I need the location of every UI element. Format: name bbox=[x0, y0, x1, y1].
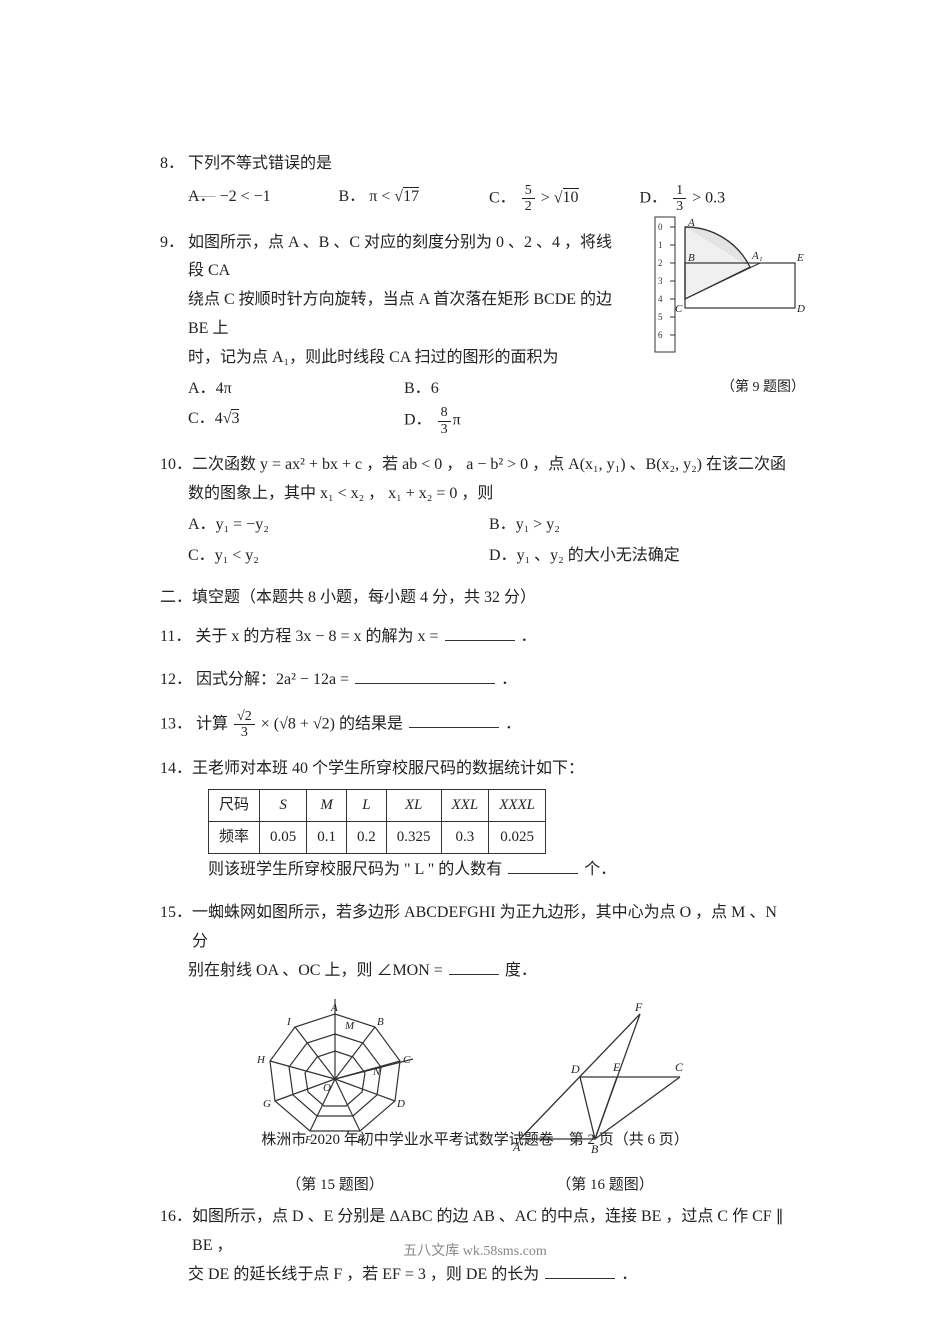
figure-15-caption: （第 15 题图） bbox=[245, 1172, 425, 1199]
question-10: 10． 二次函数 y = ax² + bx + c ，若 ab < 0 ， a … bbox=[160, 451, 790, 570]
figure-16-caption: （第 16 题图） bbox=[505, 1172, 705, 1199]
svg-text:E: E bbox=[796, 252, 804, 264]
q9-option-d: D． 83π bbox=[404, 405, 620, 437]
q14-stem: 王老师对本班 40 个学生所穿校服尺码的数据统计如下： bbox=[192, 755, 790, 784]
svg-text:C: C bbox=[403, 1054, 411, 1066]
q16-number: 16． bbox=[160, 1203, 192, 1232]
svg-text:A: A bbox=[330, 1002, 338, 1014]
svg-text:A₁: A₁ bbox=[751, 250, 763, 262]
q12-stem: 因式分解：2a² − 12a = bbox=[196, 671, 353, 688]
svg-text:B: B bbox=[377, 1016, 384, 1028]
question-8: 8． 下列不等式错误的是 A． −2 < −1 B． π < √17 C． 52… bbox=[160, 150, 790, 215]
figure-9: 012 3456 A B C D E A₁ （第 9 题图） bbox=[650, 212, 805, 362]
page-footer: 株洲市 2020 年初中学业水平考试数学试题卷 第 2 页（共 6 页） bbox=[0, 1127, 950, 1154]
q11-blank bbox=[445, 625, 515, 641]
svg-text:A: A bbox=[687, 217, 695, 229]
q8-option-b: B． π < √17 bbox=[339, 183, 490, 215]
q11-stem: 关于 x 的方程 3x − 8 = x 的解为 x = bbox=[195, 628, 442, 645]
q8-option-c: C． 52 > √10 bbox=[489, 183, 640, 215]
q16-line2-pre: 交 DE 的延长线于点 F ，若 EF = 3 ，则 DE 的长为 bbox=[188, 1266, 539, 1283]
svg-text:F: F bbox=[634, 1000, 643, 1014]
q9-options-row1: A．4π B．6 bbox=[160, 375, 620, 404]
figure-15: ABC DEF GHI MNO （第 15 题图） bbox=[245, 999, 425, 1199]
svg-text:D: D bbox=[396, 1098, 405, 1110]
question-15: 15． 一蜘蛛网如图所示，若多边形 ABCDEFGHI 为正九边形，其中心为点 … bbox=[160, 899, 790, 985]
q9-number: 9． bbox=[160, 229, 188, 258]
q9-options-row2: C．4√3 D． 83π bbox=[160, 405, 620, 437]
q10-options-row1: A．y₁ = −y₂ B．y₁ > y₂ bbox=[160, 511, 790, 540]
q15-blank bbox=[449, 959, 499, 975]
q8-options: A． −2 < −1 B． π < √17 C． 52 > √10 D． 13 … bbox=[160, 183, 790, 215]
q9-line1: 如图所示，点 A 、B 、C 对应的刻度分别为 0 、2 、4 ，将线段 CA bbox=[188, 229, 620, 287]
q9-option-b: B．6 bbox=[404, 375, 620, 404]
table-row: 频率 0.05 0.1 0.2 0.325 0.3 0.025 bbox=[209, 822, 546, 854]
svg-text:6: 6 bbox=[658, 330, 663, 340]
q14-table: 尺码 S M L XL XXL XXXL 频率 0.05 0.1 0.2 0.3… bbox=[208, 789, 546, 854]
figures-row: ABC DEF GHI MNO （第 15 题图） A B C D bbox=[160, 999, 790, 1199]
q10-option-a: A．y₁ = −y₂ bbox=[188, 511, 489, 540]
section-2-header: 二．填空题（本题共 8 小题，每小题 4 分，共 32 分） bbox=[160, 584, 790, 613]
q13-number: 13． bbox=[160, 715, 192, 732]
q15-number: 15． bbox=[160, 899, 192, 928]
q8-option-d: D． 13 > 0.3 bbox=[640, 183, 791, 215]
q12-number: 12． bbox=[160, 671, 192, 688]
svg-text:E: E bbox=[612, 1060, 621, 1074]
svg-text:3: 3 bbox=[658, 276, 663, 286]
svg-text:I: I bbox=[286, 1016, 292, 1028]
svg-text:C: C bbox=[675, 1060, 684, 1074]
q9-option-a: A．4π bbox=[188, 375, 404, 404]
svg-text:H: H bbox=[256, 1054, 266, 1066]
q9-line2: 绕点 C 按顺时针方向旋转，当点 A 首次落在矩形 BCDE 的边 BE 上 bbox=[160, 286, 620, 344]
q10-options-row2: C．y₁ < y₂ D．y₁ 、y₂ 的大小无法确定 bbox=[160, 542, 790, 571]
q8-option-a: A． −2 < −1 bbox=[188, 183, 339, 215]
q14-number: 14． bbox=[160, 755, 192, 784]
figure-9-caption: （第 9 题图） bbox=[650, 375, 805, 400]
svg-text:B: B bbox=[688, 252, 695, 264]
q15-line1: 一蜘蛛网如图所示，若多边形 ABCDEFGHI 为正九边形，其中心为点 O ，点… bbox=[192, 899, 790, 957]
svg-text:D: D bbox=[796, 303, 805, 315]
watermark: 五八文库 wk.58sms.com bbox=[0, 1239, 950, 1264]
q10-number: 10． bbox=[160, 451, 192, 480]
q10-option-c: C．y₁ < y₂ bbox=[188, 542, 489, 571]
q10-option-d: D．y₁ 、y₂ 的大小无法确定 bbox=[489, 542, 790, 571]
svg-text:N: N bbox=[372, 1066, 381, 1078]
table-row: 尺码 S M L XL XXL XXXL bbox=[209, 790, 546, 822]
q16-blank bbox=[545, 1263, 615, 1279]
q14-after: 则该班学生所穿校服尺码为 " L " 的人数有 bbox=[208, 861, 502, 878]
q11-number: 11． bbox=[160, 628, 191, 645]
figure-16: A B C D E F （第 16 题图） bbox=[505, 999, 705, 1199]
q9-line3: 时，记为点 A₁，则此时线段 CA 扫过的图形的面积为 bbox=[160, 344, 620, 373]
question-12: 12． 因式分解：2a² − 12a = ． bbox=[160, 666, 790, 695]
q13-mid: × (√8 + √2) 的结果是 bbox=[261, 715, 403, 732]
svg-text:1: 1 bbox=[658, 240, 663, 250]
q9-option-c: C．4√3 bbox=[188, 405, 404, 437]
q13-pre: 计算 bbox=[196, 715, 232, 732]
svg-text:G: G bbox=[263, 1098, 271, 1110]
q14-blank bbox=[508, 858, 578, 874]
svg-text:D: D bbox=[570, 1062, 580, 1076]
q15-line2-pre: 别在射线 OA 、OC 上，则 ∠MON = bbox=[188, 962, 447, 979]
q8-number: 8． bbox=[160, 150, 188, 179]
svg-text:2: 2 bbox=[658, 258, 663, 268]
svg-text:0: 0 bbox=[658, 222, 663, 232]
question-13: 13． 计算 √23 × (√8 + √2) 的结果是 ． bbox=[160, 709, 790, 741]
svg-text:4: 4 bbox=[658, 294, 663, 304]
q13-blank bbox=[409, 712, 499, 728]
q10-option-b: B．y₁ > y₂ bbox=[489, 511, 790, 540]
svg-text:M: M bbox=[344, 1020, 355, 1032]
svg-text:C: C bbox=[675, 303, 683, 315]
svg-text:5: 5 bbox=[658, 312, 663, 322]
q8-stem: 下列不等式错误的是 bbox=[188, 150, 790, 179]
svg-text:O: O bbox=[323, 1082, 331, 1094]
q12-blank bbox=[355, 668, 495, 684]
question-14: 14． 王老师对本班 40 个学生所穿校服尺码的数据统计如下： 尺码 S M L… bbox=[160, 755, 790, 886]
question-11: 11． 关于 x 的方程 3x − 8 = x 的解为 x = ． bbox=[160, 623, 790, 652]
q10-line1: 二次函数 y = ax² + bx + c ，若 ab < 0 ， a − b²… bbox=[192, 451, 790, 480]
q10-line2: 数的图象上，其中 x₁ < x₂ ， x₁ + x₂ = 0 ，则 bbox=[160, 480, 790, 509]
